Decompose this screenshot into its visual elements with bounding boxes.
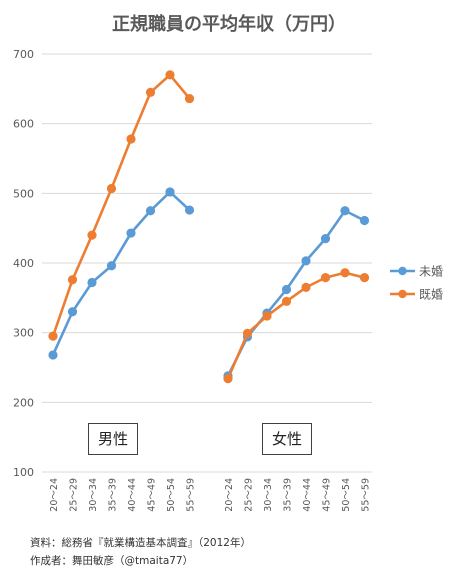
data-point [87,277,97,288]
legend-marker [398,266,407,276]
data-point [184,93,195,104]
x-tick-label: 30～34 [263,478,274,512]
y-tick-label: 300 [13,327,34,340]
legend-marker [398,289,407,299]
data-point [145,87,156,97]
data-point [281,284,292,295]
data-point [340,206,350,216]
series-line [51,190,191,356]
data-point [165,187,175,197]
x-tick-label: 55～59 [186,478,197,512]
x-tick-label: 45～49 [147,478,158,512]
data-point [126,228,136,238]
y-tick-label: 500 [13,187,34,200]
x-tick-label: 35～39 [108,478,119,512]
group-label-male: 男性 [88,423,138,455]
data-point [320,234,331,244]
data-point [87,230,97,240]
data-point [48,331,58,341]
data-point [301,256,311,266]
group-label-female: 女性 [262,423,312,455]
x-tick-label: 50～54 [166,478,177,512]
x-tick-label: 20～24 [49,478,60,512]
data-point [67,307,78,317]
data-point [320,273,331,283]
data-point [359,215,370,226]
data-point [48,350,58,360]
data-point [106,261,117,271]
x-tick-label: 45～49 [322,478,333,512]
legend-label: 未婚 [419,265,443,279]
x-tick-label: 35～39 [283,478,294,512]
x-tick-label: 50～54 [341,478,352,512]
x-tick-label: 40～44 [302,478,313,512]
data-point [359,273,370,283]
y-tick-label: 600 [13,118,34,131]
author-note: 作成者：舞田敏彦（@tmaita77） [30,555,194,567]
data-point [242,328,253,338]
series-line [51,73,191,337]
data-point [145,206,156,216]
data-point [184,205,195,215]
x-tick-label: 55～59 [361,478,372,512]
y-tick-label: 700 [13,48,34,61]
y-tick-label: 400 [13,257,34,270]
y-tick-label: 100 [13,466,34,479]
chart-title: 正規職員の平均年収（万円） [112,14,346,35]
y-tick-label: 200 [13,396,34,409]
x-tick-label: 20～24 [224,478,235,512]
x-tick-label: 25～29 [69,478,80,512]
data-point [281,296,292,306]
series-line [226,271,365,380]
data-point [165,70,175,80]
data-point [340,268,350,278]
x-tick-label: 30～34 [88,478,99,512]
data-point [126,134,136,144]
data-point [106,183,117,194]
source-note: 資料：総務省『就業構造基本調査』（2012年） [30,537,251,549]
legend-label: 既婚 [419,288,443,302]
x-tick-label: 25～29 [244,478,255,512]
data-point [262,311,272,321]
x-tick-label: 40～44 [127,478,138,512]
data-point [223,374,233,384]
data-point [301,282,311,292]
data-point [67,275,78,285]
